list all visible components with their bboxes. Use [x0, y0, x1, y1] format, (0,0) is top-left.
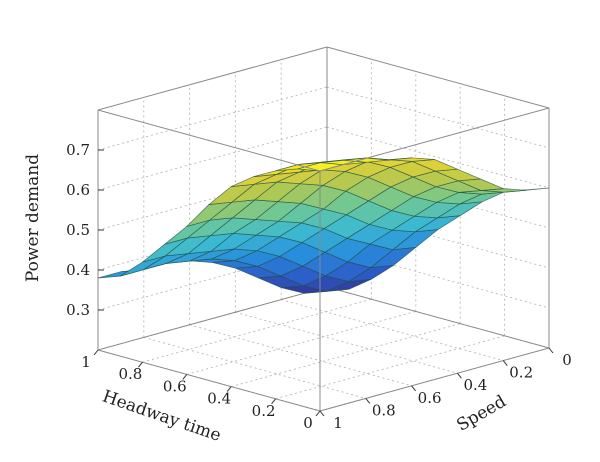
gridline-3 — [326, 206, 550, 269]
axis-ticks: 0.3 0.4 0.5 0.6 0.7 0 0.2 0.4 0.6 0.8 1 0 0.2 0.4 0.6 0… — [66, 141, 572, 432]
gridline-9 — [326, 86, 550, 149]
y-tick-mark-0 — [315, 410, 321, 417]
gridline-15 — [235, 311, 458, 374]
gridline-8 — [97, 86, 328, 151]
box-front-edge-3 — [97, 349, 321, 412]
y-tick-mark-3 — [182, 374, 188, 380]
axes-box-front — [97, 107, 550, 412]
x-tick-label-4: 0.8 — [372, 401, 396, 419]
box-back-edge-4 — [326, 46, 550, 109]
gridline-31 — [142, 298, 372, 363]
gridline-17 — [189, 324, 412, 387]
z-tick-label-0: 0.3 — [66, 301, 90, 319]
gridline-1 — [326, 246, 550, 309]
y-tick-label-2: 0.4 — [207, 390, 231, 408]
box-back-edge-3 — [97, 46, 328, 111]
gridline-7 — [326, 126, 550, 189]
box-front-edge-1 — [97, 109, 321, 172]
box-front-edge-2 — [319, 107, 550, 172]
y-tick-mark-1 — [271, 398, 276, 405]
z-tick-label-4: 0.7 — [66, 141, 90, 159]
y-tick-mark-2 — [226, 386, 232, 392]
surface-mesh — [97, 157, 550, 294]
y-tick-mark-4 — [138, 361, 143, 368]
y-tick-label-1: 0.2 — [252, 402, 276, 420]
z-tick-label-1: 0.4 — [66, 261, 90, 279]
z-tick-label-2: 0.5 — [66, 221, 90, 239]
x-tick-mark-2 — [457, 372, 462, 379]
x-tick-label-3: 0.6 — [418, 389, 442, 407]
surface-cell-8-9 — [120, 255, 166, 277]
gridline-29 — [186, 310, 416, 375]
box-back-edge-6 — [326, 286, 550, 349]
y-tick-label-3: 0.6 — [163, 377, 187, 395]
box-front-edge-4 — [319, 347, 550, 412]
z-axis-label: Power demand — [23, 154, 43, 282]
x-tick-mark-0 — [548, 347, 554, 354]
y-tick-mark-5 — [93, 349, 99, 356]
x-tick-label-2: 0.4 — [463, 376, 487, 394]
x-tick-label-1: 0.2 — [509, 364, 533, 382]
x-tick-label-5: 1 — [333, 414, 343, 432]
box-back-edge-5 — [97, 286, 328, 351]
x-axis-label: Speed — [453, 392, 509, 436]
y-tick-label-4: 0.8 — [118, 365, 142, 383]
y-tick-label-0: 0 — [303, 414, 313, 432]
gridline-19 — [143, 336, 366, 399]
x-tick-mark-4 — [365, 398, 371, 404]
gridline-27 — [231, 323, 461, 388]
z-tick-label-3: 0.6 — [66, 181, 90, 199]
x-tick-mark-1 — [502, 360, 508, 366]
y-tick-label-5: 1 — [81, 353, 91, 371]
y-axis-label: Headway time — [100, 387, 224, 446]
x-tick-label-0: 0 — [562, 351, 572, 369]
x-tick-mark-3 — [411, 385, 416, 392]
gridline-13 — [281, 299, 504, 362]
x-tick-mark-5 — [319, 410, 325, 417]
